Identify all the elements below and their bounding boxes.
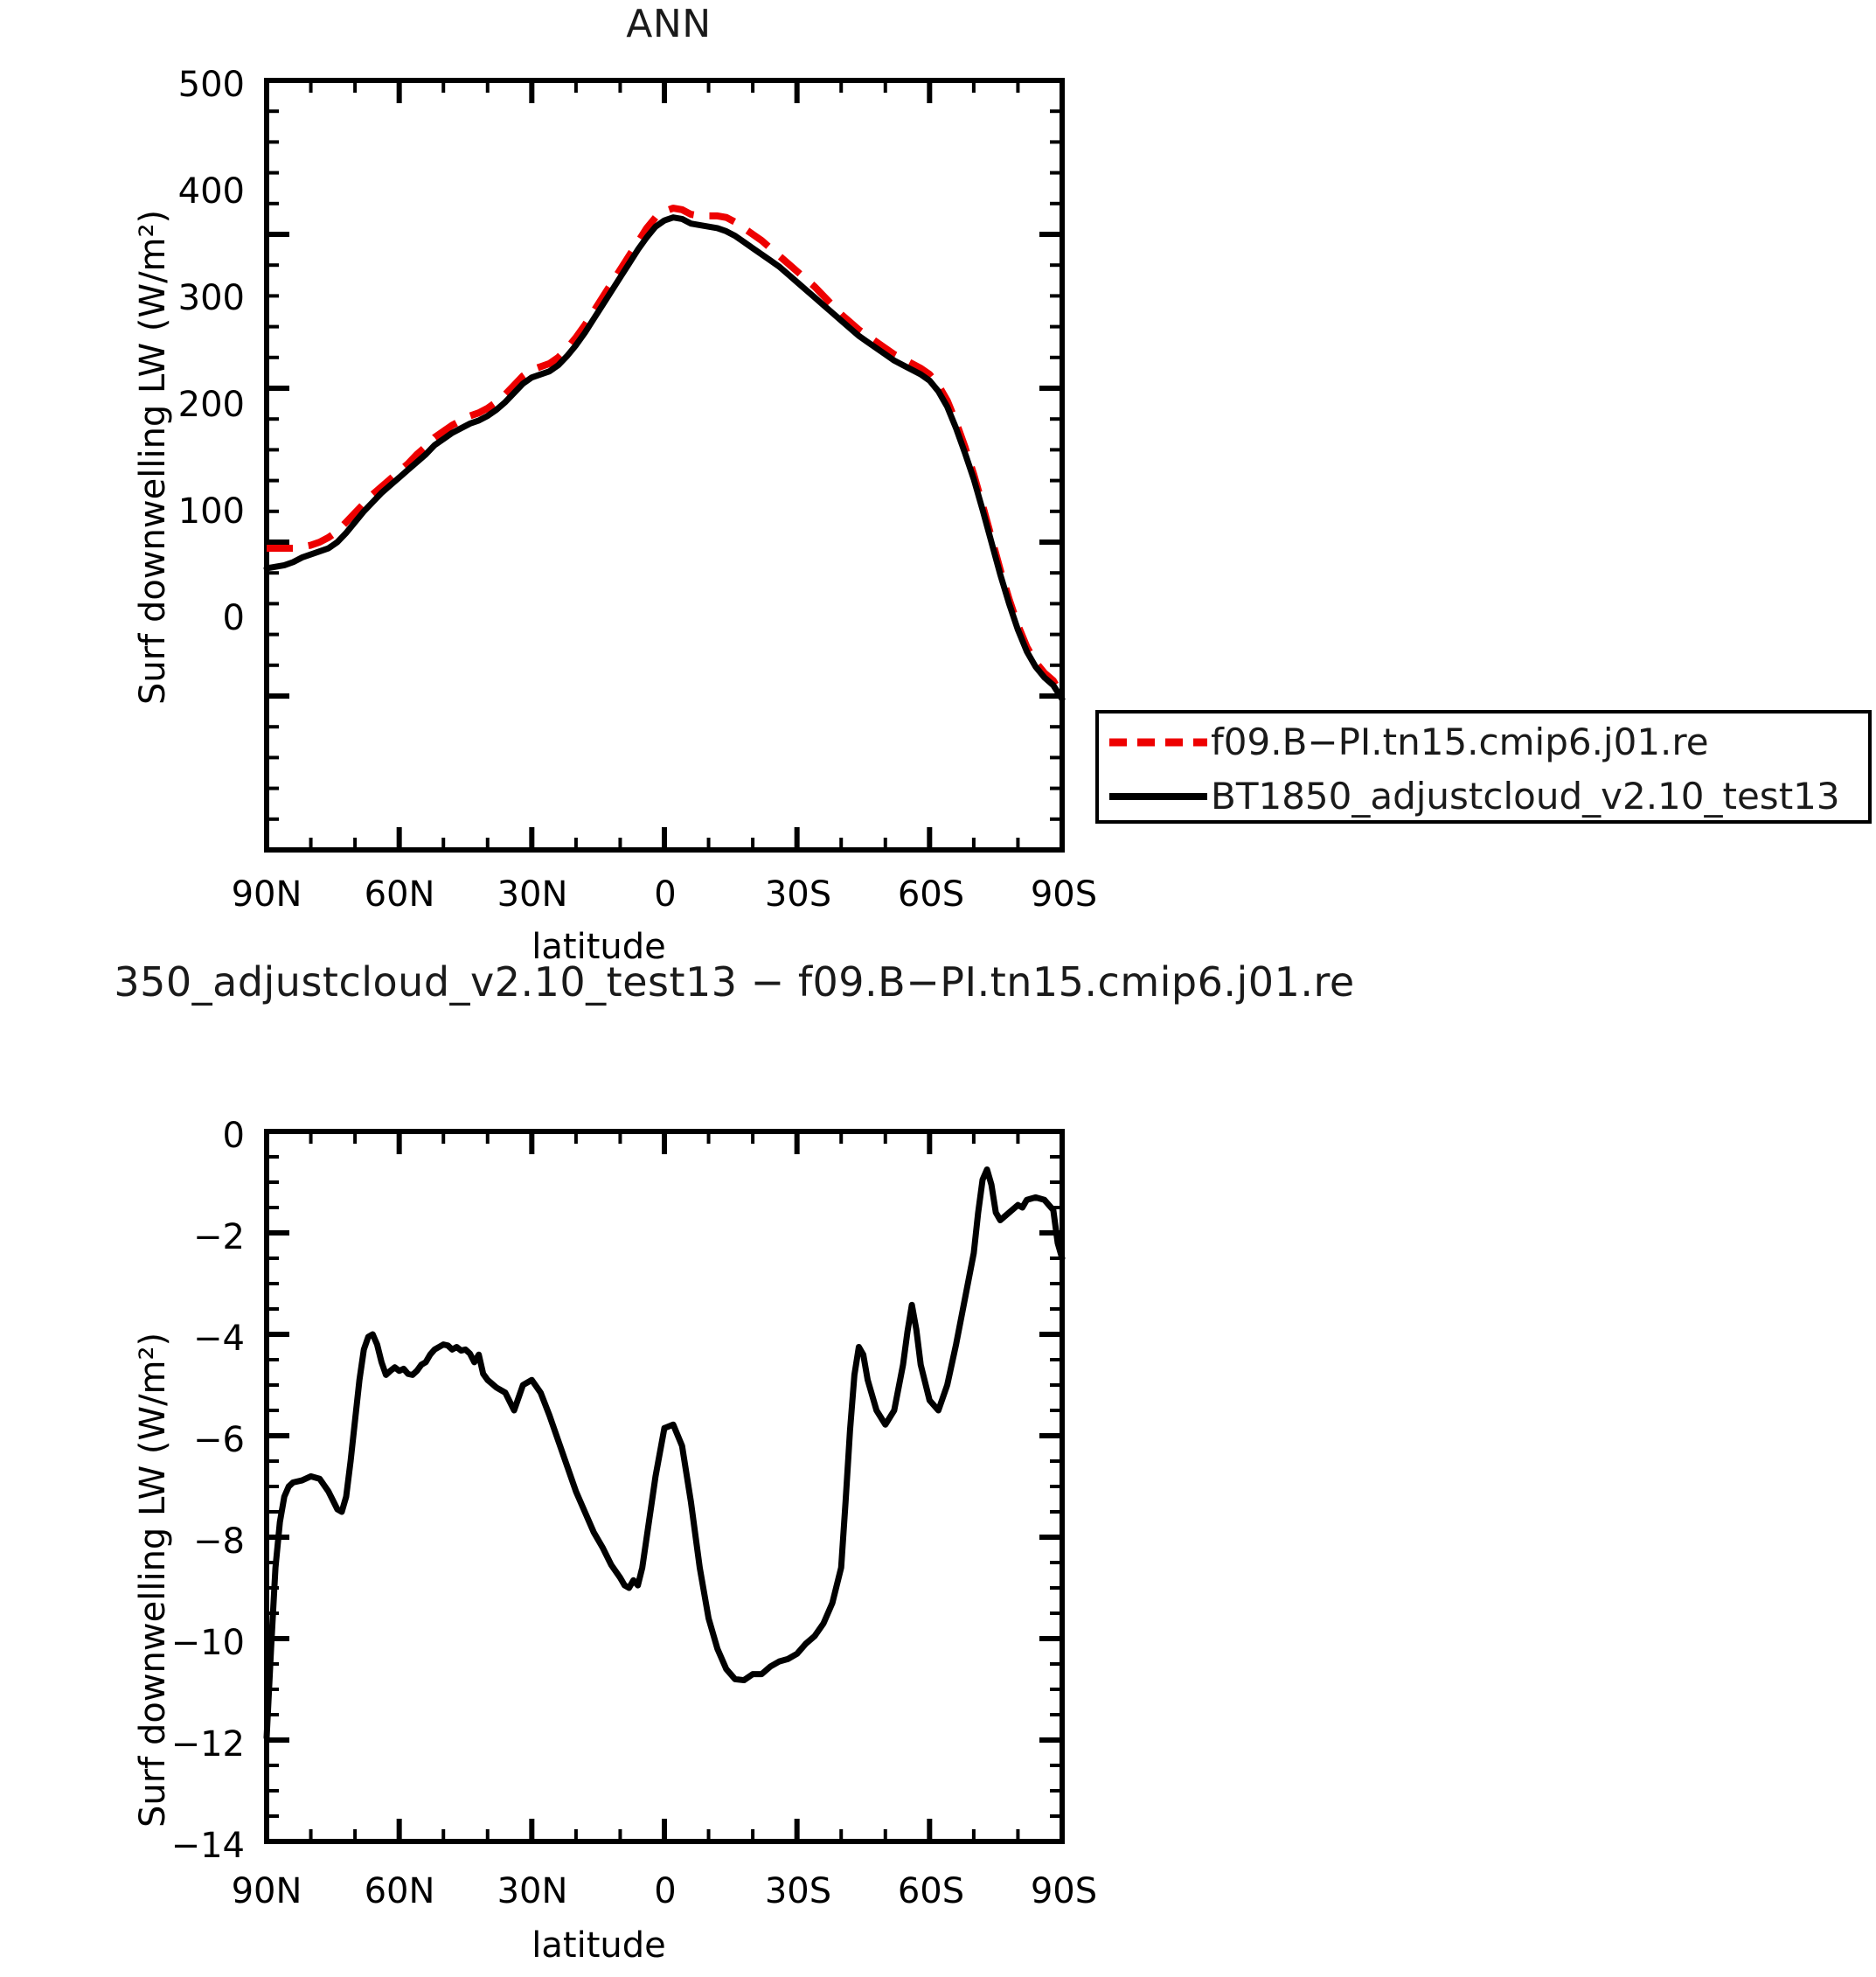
top-panel-ticks (264, 78, 1065, 853)
difference-panel-x-axis-label: latitude (532, 1925, 666, 1966)
top-ytick-label-400: 400 (177, 171, 245, 212)
top-ytick-label-0: 0 (222, 598, 245, 638)
diff-ytick-label-minus14: −14 (170, 1826, 245, 1866)
diff-ytick-label-minus2: −2 (193, 1217, 245, 1257)
legend-label-f09: f09.B−PI.tn15.cmip6.j01.re (1211, 720, 1709, 763)
diff-xtick-label-60N: 60N (364, 1871, 435, 1911)
difference-panel-ticks (264, 1129, 1065, 1844)
top-ytick-label-100: 100 (177, 491, 245, 532)
top-xtick-label-0: 0 (654, 874, 677, 915)
top-xtick-label-90S: 90S (1030, 874, 1098, 915)
diff-xtick-label-30S: 30S (764, 1871, 832, 1911)
diff-xtick-label-0: 0 (654, 1871, 677, 1911)
top-ytick-label-500: 500 (177, 65, 245, 105)
top-ytick-label-300: 300 (177, 278, 245, 318)
top-panel-frame (264, 78, 1065, 853)
diff-ytick-label-minus10: −10 (170, 1623, 245, 1663)
diff-xtick-label-30N: 30N (497, 1871, 568, 1911)
diff-xtick-label-90S: 90S (1030, 1871, 1098, 1911)
top-xtick-label-30N: 30N (497, 874, 568, 915)
top-xtick-label-60S: 60S (897, 874, 965, 915)
legend: f09.B−PI.tn15.cmip6.j01.re BT1850_adjust… (1095, 710, 1872, 824)
difference-panel: 350_adjustcloud_v2.10_test13 − f09.B−PI.… (0, 953, 1876, 1977)
legend-label-bt1850: BT1850_adjustcloud_v2.10_test13 (1211, 774, 1840, 818)
diff-ytick-label-minus8: −8 (193, 1521, 245, 1562)
legend-entry-f09: f09.B−PI.tn15.cmip6.j01.re (1099, 714, 1868, 770)
series-difference-line (263, 1166, 1066, 1741)
top-panel: ANN Surf downwelling LW (W/m²) 500 400 3… (0, 0, 1876, 967)
series-bt1850-line (263, 214, 1066, 703)
top-panel-plot-area (263, 78, 1066, 853)
diff-ytick-label-minus12: −12 (170, 1724, 245, 1765)
top-xtick-label-60N: 60N (364, 874, 435, 915)
legend-swatch-solid-black (1108, 785, 1209, 808)
series-f09-b-pi-line (267, 205, 1066, 698)
diff-ytick-label-minus4: −4 (193, 1319, 245, 1359)
diff-ytick-label-0: 0 (222, 1116, 245, 1156)
top-xtick-label-30S: 30S (764, 874, 832, 915)
diff-ytick-label-minus6: −6 (193, 1420, 245, 1460)
top-panel-x-axis-label: latitude (532, 927, 666, 967)
difference-panel-title: 350_adjustcloud_v2.10_test13 − f09.B−PI.… (114, 958, 1355, 1006)
top-panel-title: ANN (626, 2, 712, 46)
top-xtick-label-90N: 90N (231, 874, 302, 915)
legend-swatch-dashed-red (1108, 731, 1209, 754)
diff-xtick-label-90N: 90N (231, 1871, 302, 1911)
difference-panel-plot-area (263, 1129, 1066, 1844)
diff-xtick-label-60S: 60S (897, 1871, 965, 1911)
top-ytick-label-200: 200 (177, 385, 245, 425)
legend-entry-bt1850: BT1850_adjustcloud_v2.10_test13 (1099, 768, 1868, 825)
difference-panel-frame (264, 1129, 1065, 1844)
